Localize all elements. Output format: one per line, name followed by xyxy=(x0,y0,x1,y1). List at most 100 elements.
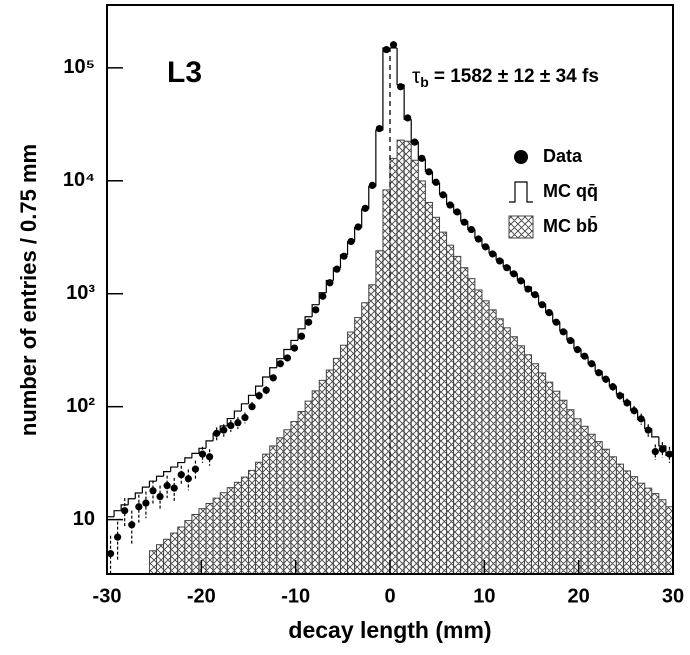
histogram-bar xyxy=(240,476,250,574)
histogram-bar xyxy=(637,482,646,574)
data-point xyxy=(107,550,115,558)
histogram-bar xyxy=(290,421,299,574)
result-symbol: τ xyxy=(412,65,421,88)
histogram-bar xyxy=(248,469,257,574)
histogram-step xyxy=(120,504,129,511)
data-point xyxy=(616,392,624,400)
data-point xyxy=(644,426,652,434)
histogram-bar xyxy=(156,544,165,574)
data-point xyxy=(234,419,242,427)
histogram-bar xyxy=(205,502,214,574)
histogram-step xyxy=(276,358,284,368)
data-point xyxy=(121,507,129,515)
histogram-bar xyxy=(431,216,441,574)
histogram-bar xyxy=(552,390,561,574)
data-point xyxy=(637,415,645,423)
histogram-bar xyxy=(644,487,653,574)
histogram-bar xyxy=(538,372,547,574)
data-point xyxy=(354,223,362,231)
histogram-step xyxy=(127,498,136,505)
data-point xyxy=(524,285,532,293)
data-point xyxy=(411,138,419,146)
data-point xyxy=(333,265,341,273)
data-point xyxy=(481,243,490,251)
histogram-bar xyxy=(509,336,518,574)
result-text: = 1582 ± 12 ± 34 fs xyxy=(434,66,599,87)
data-point xyxy=(488,250,497,258)
histogram-step xyxy=(651,428,659,438)
x-tick-label: 0 xyxy=(384,585,395,607)
data-point xyxy=(290,344,299,352)
histogram-step xyxy=(219,425,228,434)
histogram-bar xyxy=(573,418,582,574)
histogram-bar xyxy=(410,159,419,574)
y-tick-label: 10³ xyxy=(66,282,95,304)
data-point xyxy=(347,237,355,246)
x-tick-label: -30 xyxy=(93,585,122,607)
histogram-bar xyxy=(177,526,186,574)
histogram-step xyxy=(191,452,199,458)
data-point xyxy=(503,264,511,272)
data-point xyxy=(496,257,504,265)
data-point xyxy=(517,277,525,285)
x-axis-title: decay length (mm) xyxy=(288,617,491,643)
data-point xyxy=(163,482,171,490)
legend-label: MC qq̄ xyxy=(543,181,598,201)
histogram-bar xyxy=(446,244,455,574)
histogram-step xyxy=(226,417,235,426)
x-tick-label: 30 xyxy=(662,585,684,607)
data-point xyxy=(665,450,673,458)
histogram-bar xyxy=(389,157,398,574)
histogram-bar xyxy=(396,139,405,574)
histogram-step xyxy=(134,492,143,499)
histogram-bar xyxy=(594,441,603,574)
data-point xyxy=(453,208,461,216)
histogram-bar xyxy=(163,538,172,574)
histogram-bar xyxy=(566,409,575,574)
data-point xyxy=(227,421,235,430)
data-point xyxy=(566,336,575,345)
histogram-bar xyxy=(212,497,221,574)
data-point xyxy=(460,218,468,226)
data-point xyxy=(283,354,292,362)
histogram-step xyxy=(198,447,207,454)
histogram-step xyxy=(113,510,122,517)
histogram-step xyxy=(247,394,256,404)
x-tick-label: -10 xyxy=(281,585,310,607)
histogram-bar xyxy=(283,429,292,574)
histogram-bar xyxy=(417,180,426,574)
data-point xyxy=(580,352,589,360)
data-point xyxy=(404,114,412,122)
histogram-bar xyxy=(467,278,476,574)
histogram-bar xyxy=(347,331,356,574)
histogram-bar xyxy=(233,481,242,574)
data-point xyxy=(262,386,270,394)
histogram-bar xyxy=(170,532,179,574)
data-point xyxy=(255,392,263,400)
histogram-bar xyxy=(219,492,228,574)
data-point xyxy=(220,426,228,434)
data-point xyxy=(602,375,610,383)
histogram-step xyxy=(170,466,178,472)
data-point xyxy=(149,487,157,495)
data-point xyxy=(474,235,483,243)
histogram-bar xyxy=(502,327,511,574)
histogram-bar xyxy=(488,309,497,574)
data-point xyxy=(375,124,383,133)
data-point xyxy=(446,201,454,209)
histogram-bar xyxy=(481,300,490,574)
data-point xyxy=(552,318,560,326)
histogram-bar xyxy=(601,448,610,574)
histogram-bar xyxy=(453,255,462,574)
histogram-bar xyxy=(304,400,313,574)
data-point xyxy=(191,465,200,473)
histogram-bar xyxy=(184,520,193,574)
histogram-step xyxy=(283,348,291,359)
data-point xyxy=(595,369,603,377)
data-point xyxy=(326,279,334,287)
result-subscript: b xyxy=(420,74,429,90)
data-point xyxy=(588,360,596,368)
data-point xyxy=(545,309,553,317)
histogram-step xyxy=(155,475,164,482)
histogram-bar xyxy=(439,231,448,574)
